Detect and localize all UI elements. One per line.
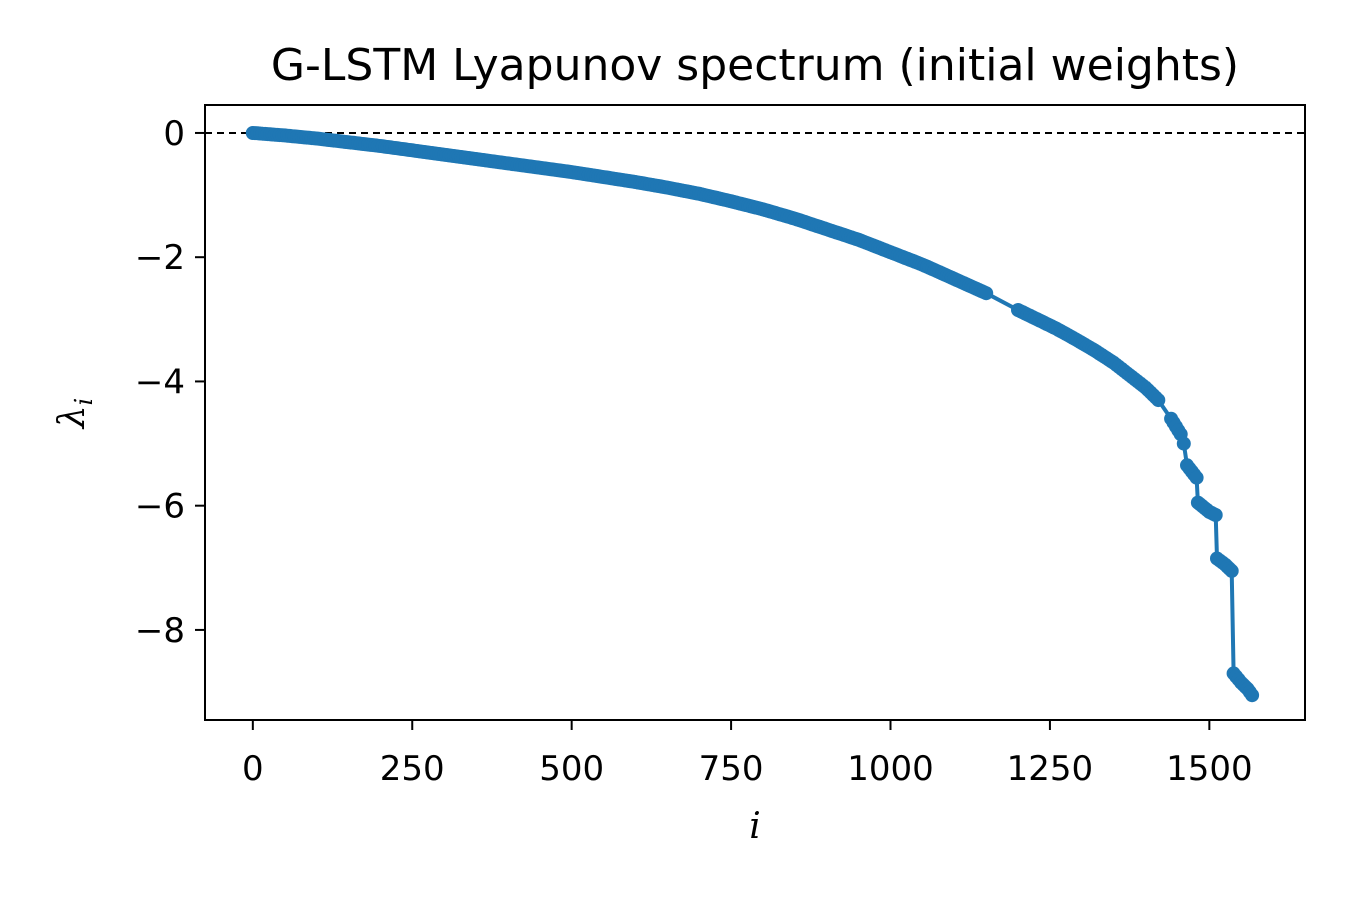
data-point [1208,508,1223,522]
data-point [979,286,994,301]
x-tick-label: 1250 [1007,749,1094,789]
y-tick-label: −2 [135,238,185,278]
x-tick-label: 500 [539,749,604,789]
y-axis-label: λi [52,398,98,431]
data-point [1151,393,1166,408]
data-point [1189,470,1204,485]
y-tick-label: −4 [135,362,185,402]
chart-title: G-LSTM Lyapunov spectrum (initial weight… [271,40,1239,91]
y-tick-label: −8 [135,611,185,651]
x-tick-label: 1000 [847,749,934,789]
y-tick-label: 0 [163,114,185,154]
y-tick-label: −6 [135,487,185,527]
plot-area [205,126,1305,703]
plot-frame [204,104,1306,721]
x-tick-label: 1500 [1166,749,1253,789]
data-point [1245,688,1260,703]
x-tick-label: 250 [380,749,445,789]
data-point [1224,563,1239,578]
x-tick-label: 750 [699,749,764,789]
y-axis: 0 −2 −4 −6 −8 [135,114,205,651]
x-axis-label: i [749,806,761,847]
x-axis: 0 250 500 750 1000 1250 1500 [242,720,1253,789]
series-markers [245,126,1260,703]
x-tick-label: 0 [242,749,264,789]
data-point [1176,436,1191,451]
